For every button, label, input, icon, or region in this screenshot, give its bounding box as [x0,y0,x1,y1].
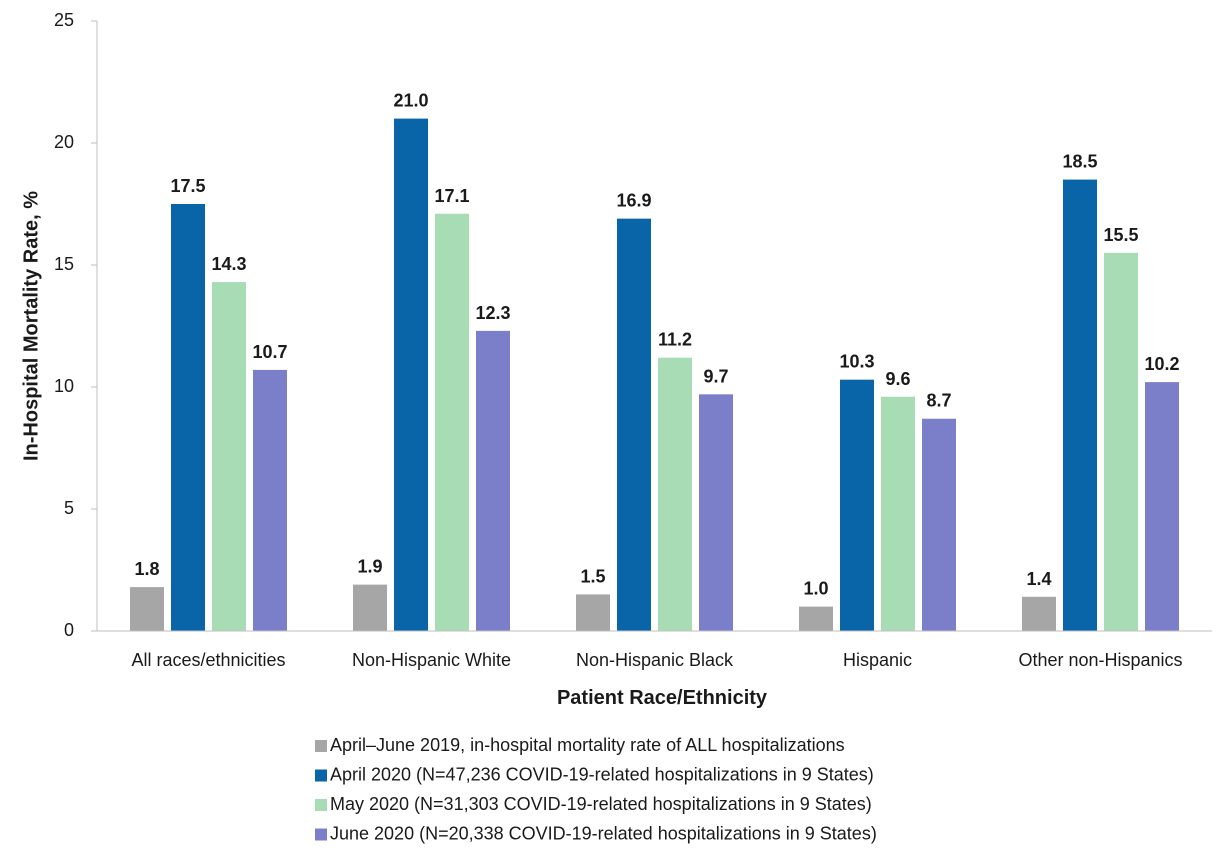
x-category-label: All races/ethnicities [131,650,285,670]
legend-swatch [315,740,327,752]
bar-data-label: 10.7 [252,342,287,362]
bar [699,394,733,631]
plot-area: 0 5 10 15 20 25 1.8 17.5 14.3 10.7 All races/ethni… [54,10,1212,670]
bar [1063,179,1097,631]
x-axis-title: Patient Race/Ethnicity [557,687,768,709]
bar-data-label: 1.0 [803,579,828,599]
x-category-label: Non-Hispanic White [352,650,511,670]
bar-data-label: 8.7 [926,391,951,411]
bar [394,118,428,632]
bar [1145,382,1179,631]
x-category-label: Hispanic [843,650,912,670]
bar [840,379,874,631]
bar-data-label: 9.6 [885,369,910,389]
y-axis-title-group: In-Hospital Mortality Rate, % [20,191,42,461]
x-category-label: Other non-Hispanics [1018,650,1182,670]
bar [799,606,833,631]
bar-data-label: 1.8 [134,559,159,579]
bar [130,587,164,631]
bar-data-label: 12.3 [475,303,510,323]
bar-data-label: 1.5 [580,566,605,586]
legend-swatch [315,828,327,841]
bar-data-label: 17.5 [170,176,205,196]
bar [253,369,287,631]
bar [171,204,205,631]
bar [1022,596,1056,631]
bar [576,594,610,631]
bar-data-label: 21.0 [393,91,428,111]
bar-data-label: 1.9 [357,557,382,577]
legend-label: April 2020 (N=47,236 COVID-19-related ho… [330,764,874,784]
y-tick-label: 20 [54,132,74,152]
y-tick-label: 10 [54,376,74,396]
legend-swatch [315,769,327,782]
bar [353,584,387,631]
bar [881,396,915,631]
bar [435,213,469,631]
bar-data-label: 10.3 [839,352,874,372]
y-tick-label: 5 [64,498,74,518]
bar-data-label: 15.5 [1103,225,1138,245]
bar-data-label: 17.1 [434,186,469,206]
bar [1104,252,1138,632]
bar [922,418,956,631]
bar-data-label: 9.7 [703,366,728,386]
y-tick-label: 0 [64,620,74,640]
bar [658,357,692,631]
legend-label: May 2020 (N=31,303 COVID-19-related hosp… [330,794,872,814]
x-category-label: Non-Hispanic Black [576,650,734,670]
y-tick-label: 25 [54,10,74,30]
bar-data-label: 16.9 [616,191,651,211]
y-axis-title: In-Hospital Mortality Rate, % [20,191,42,461]
bar-data-label: 10.2 [1144,354,1179,374]
legend-label: June 2020 (N=20,338 COVID-19-related hos… [330,823,877,843]
bar-data-label: 18.5 [1062,152,1097,172]
bar-data-label: 1.4 [1026,569,1051,589]
bar-data-label: 11.2 [658,330,692,350]
legend-label: April–June 2019, in-hospital mortality r… [330,735,845,755]
bar-data-label: 14.3 [211,254,246,274]
legend: April–June 2019, in-hospital mortality r… [315,735,877,843]
legend-swatch [315,799,327,811]
bar [476,330,510,631]
y-tick-label: 15 [54,254,74,274]
bar [212,282,246,631]
bar [617,218,651,631]
